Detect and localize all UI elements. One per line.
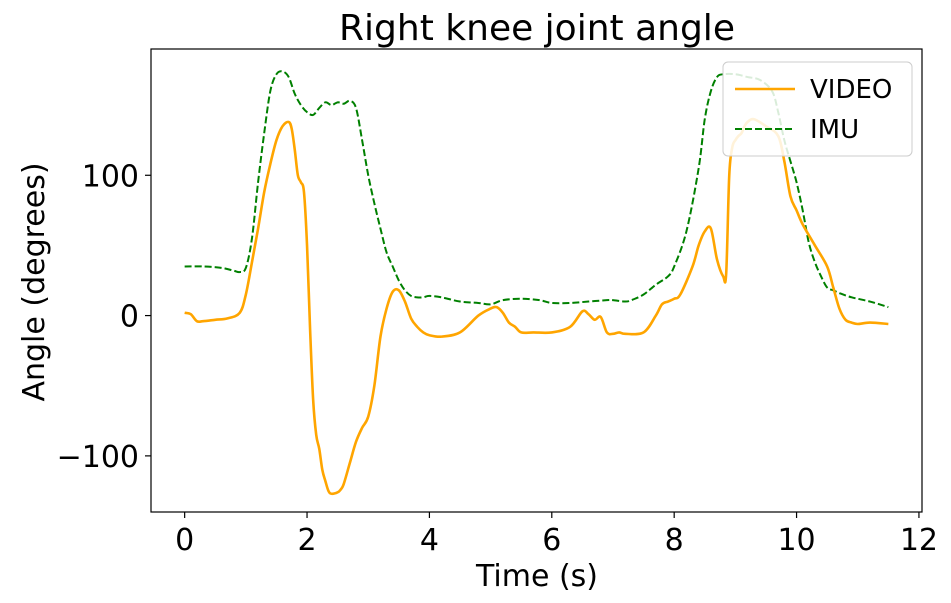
x-tick-label: 10	[777, 523, 815, 558]
y-tick-label: 0	[120, 300, 139, 335]
legend: VIDEO IMU	[722, 61, 913, 157]
x-tick-label: 12	[900, 523, 938, 558]
plot-frame	[150, 48, 923, 513]
chart-title: Right knee joint angle	[339, 8, 735, 49]
axis-ticks: 0 2 4 6 8 10 12 −100 0 100	[57, 159, 938, 558]
x-tick-label: 6	[542, 523, 561, 558]
y-tick-label: 100	[82, 159, 139, 194]
y-tick-label: −100	[57, 440, 139, 475]
x-tick-label: 0	[175, 523, 194, 558]
series-line-video	[184, 117, 889, 496]
x-axis-label: Time (s)	[475, 559, 598, 594]
x-tick-label: 2	[297, 523, 316, 558]
x-tick-label: 8	[665, 523, 684, 558]
y-axis-label: Angle (degrees)	[17, 162, 52, 401]
legend-label-video: VIDEO	[810, 75, 892, 105]
x-tick-label: 4	[420, 523, 439, 558]
legend-label-imu: IMU	[810, 115, 859, 145]
legend-box	[722, 61, 913, 157]
